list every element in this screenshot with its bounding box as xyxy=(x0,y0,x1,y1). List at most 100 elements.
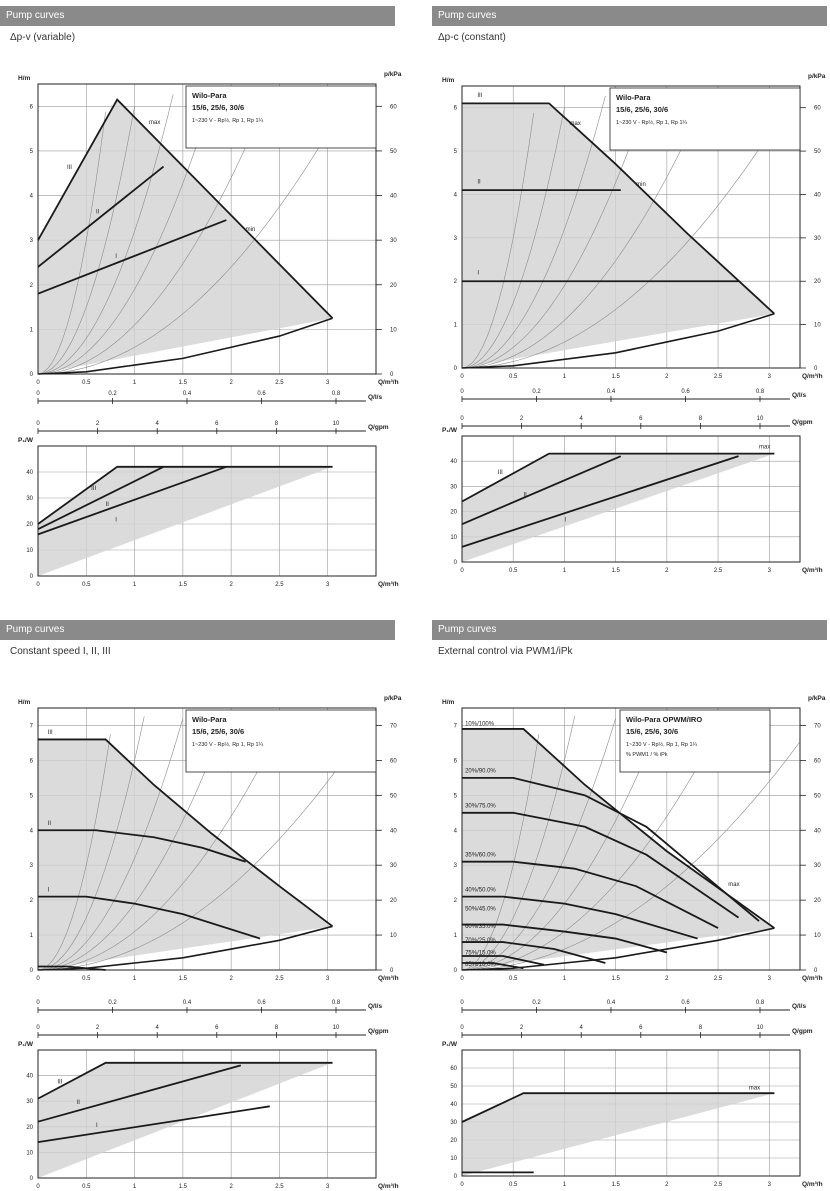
head-chart-y-tick-label: 3 xyxy=(30,238,34,244)
power-chart-x-tick-label: 0.5 xyxy=(82,1184,91,1190)
head-chart-curve-label: 35%/60.0% xyxy=(465,852,496,858)
head-chart-y2-tick-label: 30 xyxy=(390,238,397,244)
head-chart-curve-label: III xyxy=(48,730,53,736)
head-chart-system-curve xyxy=(37,734,111,971)
head-chart-y2-tick-label: 20 xyxy=(814,898,821,904)
power-chart-x-tick-label: 3 xyxy=(768,1182,772,1188)
legend-box xyxy=(185,709,377,773)
head-chart-curve-label: 10%/100% xyxy=(465,721,495,727)
q-gpm-tick-label: 4 xyxy=(580,1025,584,1031)
head-chart-y-tick-label: 5 xyxy=(454,793,458,799)
power-chart-x-tick-label: 3 xyxy=(326,1184,330,1190)
head-chart-y-tick-label: 3 xyxy=(454,236,458,242)
power-chart-y-tick-label: 40 xyxy=(26,470,33,476)
head-chart-series-line xyxy=(462,955,545,966)
head-chart-y2-tick-label: 50 xyxy=(814,149,821,155)
power-chart-operating-area xyxy=(38,1062,333,1178)
q-gpm-tick-label: 6 xyxy=(215,1025,219,1031)
legend-models: 15/6, 25/6, 30/6 xyxy=(192,727,244,736)
head-chart-y-label: H/m xyxy=(442,699,455,706)
head-chart-series-line xyxy=(462,728,775,929)
power-chart-curve-label: max xyxy=(749,1086,760,1092)
legend-connections: 1~230 V - Rp½, Rp 1, Rp 1¼ xyxy=(192,117,263,124)
head-chart-curve-label: 85%/10.0% xyxy=(465,962,496,968)
head-chart-series-line xyxy=(38,895,261,940)
head-chart-y2-label: p/kPa xyxy=(808,73,826,80)
head-chart-x-tick-label: 2.5 xyxy=(275,976,284,982)
head-chart-y-tick-label: 2 xyxy=(454,898,458,904)
q-gpm-tick-label: 6 xyxy=(639,416,643,422)
power-chart-x-tick-label: 3 xyxy=(768,568,772,574)
head-chart-curve-label: 40%/50.0% xyxy=(465,887,496,893)
q-gpm-axis-label: Q/gpm xyxy=(368,424,389,431)
power-chart-y-tick-label: 10 xyxy=(450,535,457,541)
q-gpm-tick-label: 6 xyxy=(215,421,219,427)
head-chart-system-curve xyxy=(461,100,647,369)
q-ls-tick-label: 0.2 xyxy=(108,1000,117,1006)
head-chart-curve-label: min xyxy=(636,182,646,188)
head-chart-y2-tick-label: 60 xyxy=(390,104,397,110)
head-chart-y2-tick-label: 40 xyxy=(814,828,821,834)
section-header: Pump curves xyxy=(0,6,395,26)
power-chart-y-tick-label: 30 xyxy=(26,496,33,502)
head-chart-curve-label: 50%/45.0% xyxy=(465,907,496,913)
head-chart-y-tick-label: 3 xyxy=(30,863,34,869)
legend-models: 15/6, 25/6, 30/6 xyxy=(616,105,668,114)
head-chart-x-label: Q/m³/h xyxy=(378,379,399,386)
section-header: Pump curves xyxy=(0,620,395,640)
power-chart-series-line xyxy=(37,465,227,536)
head-chart-y2-tick-label: 50 xyxy=(814,793,821,799)
head-chart-x-tick-label: 1 xyxy=(563,374,567,380)
head-chart-series-line xyxy=(37,925,333,971)
q-gpm-tick-label: 4 xyxy=(580,416,584,422)
head-chart-y2-label: p/kPa xyxy=(808,695,826,702)
power-chart-series-line xyxy=(461,455,739,548)
power-chart-y-tick-label: 30 xyxy=(26,1099,33,1105)
power-chart-x-label: Q/m³/h xyxy=(378,1183,399,1190)
head-chart-curve-label: III xyxy=(477,93,482,99)
power-chart-x-tick-label: 0.5 xyxy=(82,582,91,588)
head-chart-system-curve xyxy=(37,716,145,971)
power-chart-curve-label: I xyxy=(564,518,566,524)
head-chart-y2-tick-label: 0 xyxy=(814,968,818,974)
head-chart-operating-area xyxy=(462,728,775,970)
head-chart-x-tick-label: 3 xyxy=(768,976,772,982)
head-chart-x-tick-label: 3 xyxy=(326,976,330,982)
head-chart-curve-label: I xyxy=(115,254,117,260)
head-chart-x-tick-label: 1 xyxy=(133,976,137,982)
q-gpm-tick-label: 4 xyxy=(156,1025,160,1031)
head-chart-x-tick-label: 1 xyxy=(563,976,567,982)
section-subtitle: Constant speed I, II, III xyxy=(10,646,111,657)
head-chart-y-label: H/m xyxy=(18,75,31,82)
head-chart-frame xyxy=(461,85,801,369)
head-chart-y-tick-label: 1 xyxy=(30,933,34,939)
power-chart-series-line xyxy=(37,465,333,525)
head-chart-frame xyxy=(461,707,801,971)
q-gpm-tick-label: 0 xyxy=(460,416,464,422)
q-ls-tick-label: 0.8 xyxy=(756,389,765,395)
power-chart-x-tick-label: 1 xyxy=(133,582,137,588)
head-chart-curve-label: max xyxy=(728,882,739,888)
head-chart-y-tick-label: 5 xyxy=(30,149,34,155)
head-chart-x-label: Q/m³/h xyxy=(802,373,823,380)
head-chart-y2-tick-label: 20 xyxy=(390,283,397,289)
q-gpm-tick-label: 2 xyxy=(520,416,524,422)
head-chart-curve-label: 30%/75.0% xyxy=(465,804,496,810)
power-chart-frame xyxy=(461,435,801,563)
head-chart-x-tick-label: 0.5 xyxy=(82,380,91,386)
power-chart-x-tick-label: 2 xyxy=(229,1184,233,1190)
head-chart-system-curve xyxy=(461,107,565,369)
q-gpm-axis-label: Q/gpm xyxy=(792,419,813,426)
head-chart-y-tick-label: 0 xyxy=(30,372,34,378)
power-chart-series-line xyxy=(37,465,164,531)
q-ls-tick-label: 0.4 xyxy=(183,391,192,397)
q-gpm-tick-label: 10 xyxy=(757,416,764,422)
power-chart-y-label: P₁/W xyxy=(18,437,34,444)
q-ls-tick-label: 0.4 xyxy=(607,389,616,395)
head-chart-y2-tick-label: 60 xyxy=(814,106,821,112)
power-chart-y-tick-label: 20 xyxy=(26,1125,33,1131)
section-subtitle: Δp-v (variable) xyxy=(10,32,76,43)
q-gpm-tick-label: 4 xyxy=(156,421,160,427)
power-chart-x-tick-label: 1.5 xyxy=(179,1184,188,1190)
power-chart-frame xyxy=(37,1049,377,1179)
